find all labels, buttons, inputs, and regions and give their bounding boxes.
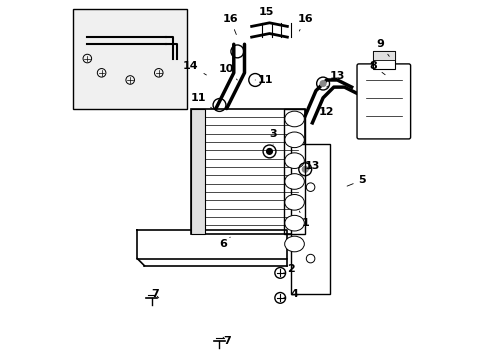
Bar — [290, 144, 329, 294]
Bar — [372, 51, 394, 60]
Circle shape — [266, 149, 272, 154]
Text: 11: 11 — [190, 93, 212, 109]
Text: 12: 12 — [318, 107, 334, 117]
FancyBboxPatch shape — [356, 64, 410, 139]
Text: 11: 11 — [255, 75, 273, 85]
Text: 16: 16 — [297, 14, 312, 31]
Text: 13: 13 — [304, 161, 320, 171]
Text: 14: 14 — [183, 61, 206, 75]
Bar — [372, 51, 394, 69]
Circle shape — [320, 81, 325, 86]
Ellipse shape — [284, 132, 304, 148]
Text: 7: 7 — [151, 289, 159, 299]
Ellipse shape — [284, 215, 304, 231]
Text: 3: 3 — [269, 129, 276, 144]
Bar — [190, 109, 305, 234]
Circle shape — [302, 166, 307, 172]
Ellipse shape — [284, 236, 304, 252]
Ellipse shape — [284, 153, 304, 168]
Text: 4: 4 — [283, 289, 298, 299]
Text: 5: 5 — [346, 175, 366, 186]
Text: 13: 13 — [326, 71, 345, 87]
Ellipse shape — [284, 111, 304, 127]
Text: 16: 16 — [222, 14, 238, 35]
Bar — [283, 109, 305, 234]
Text: 7: 7 — [223, 336, 230, 346]
Ellipse shape — [284, 194, 304, 210]
Text: 15: 15 — [258, 7, 273, 24]
Text: 2: 2 — [283, 264, 294, 274]
Bar — [73, 9, 187, 109]
Ellipse shape — [284, 174, 304, 189]
Text: 6: 6 — [219, 237, 230, 249]
Text: 10: 10 — [219, 64, 237, 80]
Text: 1: 1 — [299, 211, 308, 228]
Text: 8: 8 — [368, 61, 385, 75]
Text: 9: 9 — [376, 39, 388, 56]
Bar — [190, 109, 205, 234]
